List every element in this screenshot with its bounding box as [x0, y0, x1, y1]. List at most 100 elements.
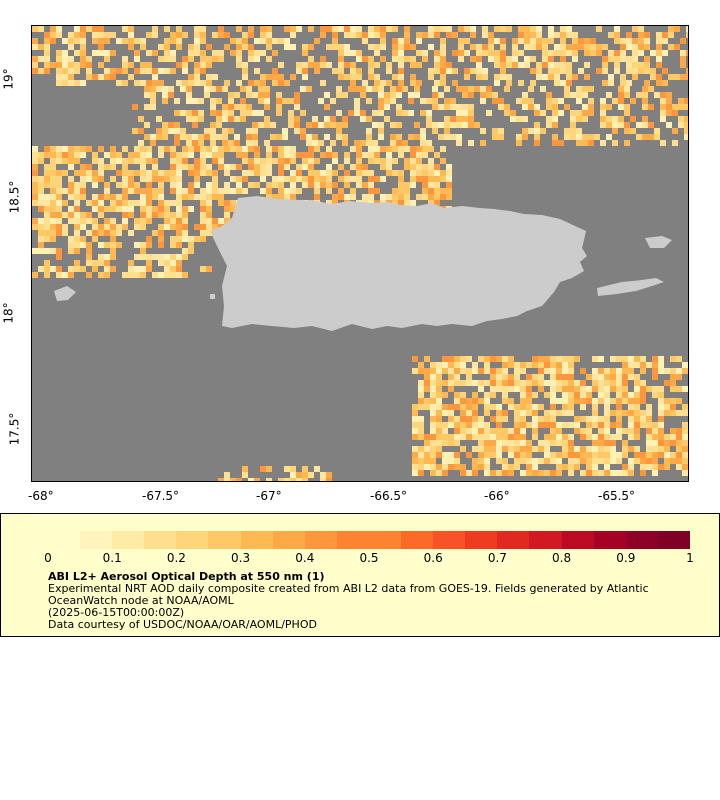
aod-pixel: [514, 464, 520, 470]
aod-pixel: [634, 446, 640, 452]
aod-pixel: [32, 62, 38, 68]
aod-pixel: [546, 98, 552, 104]
aod-pixel: [452, 32, 458, 38]
aod-pixel: [628, 374, 634, 380]
aod-pixel: [92, 236, 98, 242]
aod-pixel: [366, 86, 372, 92]
aod-pixel: [580, 470, 586, 476]
aod-pixel: [374, 80, 380, 86]
aod-pixel: [92, 266, 98, 272]
aod-pixel: [654, 92, 660, 98]
aod-pixel: [602, 62, 608, 68]
aod-pixel: [430, 380, 436, 386]
aod-pixel: [224, 146, 230, 152]
aod-pixel: [658, 428, 664, 434]
aod-pixel: [542, 38, 548, 44]
aod-pixel: [688, 446, 689, 452]
aod-pixel: [294, 104, 300, 110]
aod-pixel: [636, 122, 642, 128]
aod-pixel: [526, 440, 532, 446]
aod-pixel: [456, 116, 462, 122]
aod-pixel: [448, 434, 454, 440]
aod-pixel: [556, 356, 562, 362]
aod-pixel: [584, 38, 590, 44]
desecheo-island: [210, 294, 215, 299]
aod-pixel: [254, 146, 260, 152]
aod-pixel: [104, 260, 110, 266]
aod-pixel: [652, 386, 658, 392]
aod-pixel: [682, 368, 688, 374]
aod-pixel: [132, 128, 138, 134]
aod-pixel: [306, 140, 312, 146]
aod-pixel: [688, 398, 689, 404]
aod-pixel: [38, 26, 44, 32]
aod-pixel: [640, 386, 646, 392]
aod-pixel: [68, 80, 74, 86]
aod-pixel: [164, 38, 170, 44]
aod-pixel: [44, 152, 50, 158]
aod-pixel: [230, 206, 236, 212]
aod-pixel: [80, 32, 86, 38]
aod-pixel: [574, 356, 580, 362]
aod-pixel: [508, 452, 514, 458]
aod-pixel: [378, 92, 384, 98]
aod-pixel: [550, 410, 556, 416]
aod-pixel: [156, 86, 162, 92]
aod-pixel: [384, 92, 390, 98]
aod-pixel: [146, 260, 152, 266]
aod-pixel: [412, 410, 418, 416]
aod-pixel: [412, 356, 418, 362]
aod-pixel: [598, 470, 604, 476]
aod-pixel: [670, 410, 676, 416]
aod-pixel: [192, 110, 198, 116]
aod-pixel: [144, 122, 150, 128]
aod-pixel: [194, 26, 200, 32]
aod-pixel: [188, 146, 194, 152]
aod-pixel: [634, 434, 640, 440]
aod-pixel: [194, 146, 200, 152]
aod-pixel: [50, 182, 56, 188]
aod-pixel: [284, 194, 290, 200]
aod-pixel: [200, 26, 206, 32]
aod-pixel: [386, 170, 392, 176]
aod-pixel: [138, 116, 144, 122]
aod-pixel: [546, 116, 552, 122]
aod-pixel: [74, 170, 80, 176]
aod-pixel: [514, 422, 520, 428]
aod-pixel: [242, 158, 248, 164]
aod-pixel: [314, 194, 320, 200]
aod-pixel: [534, 128, 540, 134]
aod-pixel: [224, 32, 230, 38]
aod-pixel: [128, 212, 134, 218]
aod-pixel: [622, 386, 628, 392]
aod-pixel: [212, 170, 218, 176]
aod-pixel: [504, 104, 510, 110]
aod-pixel: [568, 452, 574, 458]
aod-pixel: [530, 56, 536, 62]
aod-pixel: [368, 176, 374, 182]
aod-pixel: [416, 176, 422, 182]
aod-pixel: [194, 62, 200, 68]
aod-pixel: [356, 176, 362, 182]
aod-pixel: [440, 44, 446, 50]
aod-pixel: [164, 206, 170, 212]
aod-pixel: [360, 140, 366, 146]
aod-pixel: [134, 266, 140, 272]
aod-pixel: [170, 254, 176, 260]
aod-pixel: [398, 170, 404, 176]
aod-pixel: [206, 164, 212, 170]
aod-pixel: [62, 80, 68, 86]
aod-pixel: [212, 146, 218, 152]
aod-pixel: [230, 478, 236, 481]
aod-pixel: [682, 452, 688, 458]
aod-pixel: [434, 50, 440, 56]
aod-pixel: [590, 38, 596, 44]
aod-pixel: [398, 194, 404, 200]
aod-pixel: [608, 50, 614, 56]
aod-pixel: [526, 422, 532, 428]
aod-pixel: [418, 464, 424, 470]
aod-pixel: [524, 62, 530, 68]
aod-pixel: [44, 68, 50, 74]
aod-pixel: [486, 86, 492, 92]
aod-pixel: [502, 410, 508, 416]
